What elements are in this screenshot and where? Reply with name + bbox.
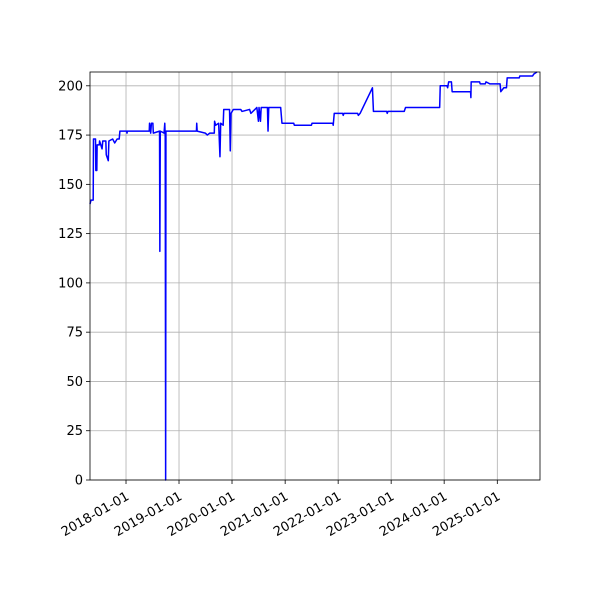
y-tick-label: 175 bbox=[58, 129, 83, 144]
y-tick-label: 0 bbox=[75, 474, 83, 489]
y-tick-label: 25 bbox=[66, 424, 83, 439]
y-tick-label: 150 bbox=[58, 178, 83, 193]
y-tick-label: 200 bbox=[58, 79, 83, 94]
y-tick-label: 75 bbox=[66, 326, 83, 341]
y-tick-label: 125 bbox=[58, 227, 83, 242]
y-tick-label: 100 bbox=[58, 276, 83, 291]
data-line bbox=[89, 71, 538, 481]
y-tick-label: 50 bbox=[66, 375, 83, 390]
plot-frame bbox=[89, 71, 541, 481]
